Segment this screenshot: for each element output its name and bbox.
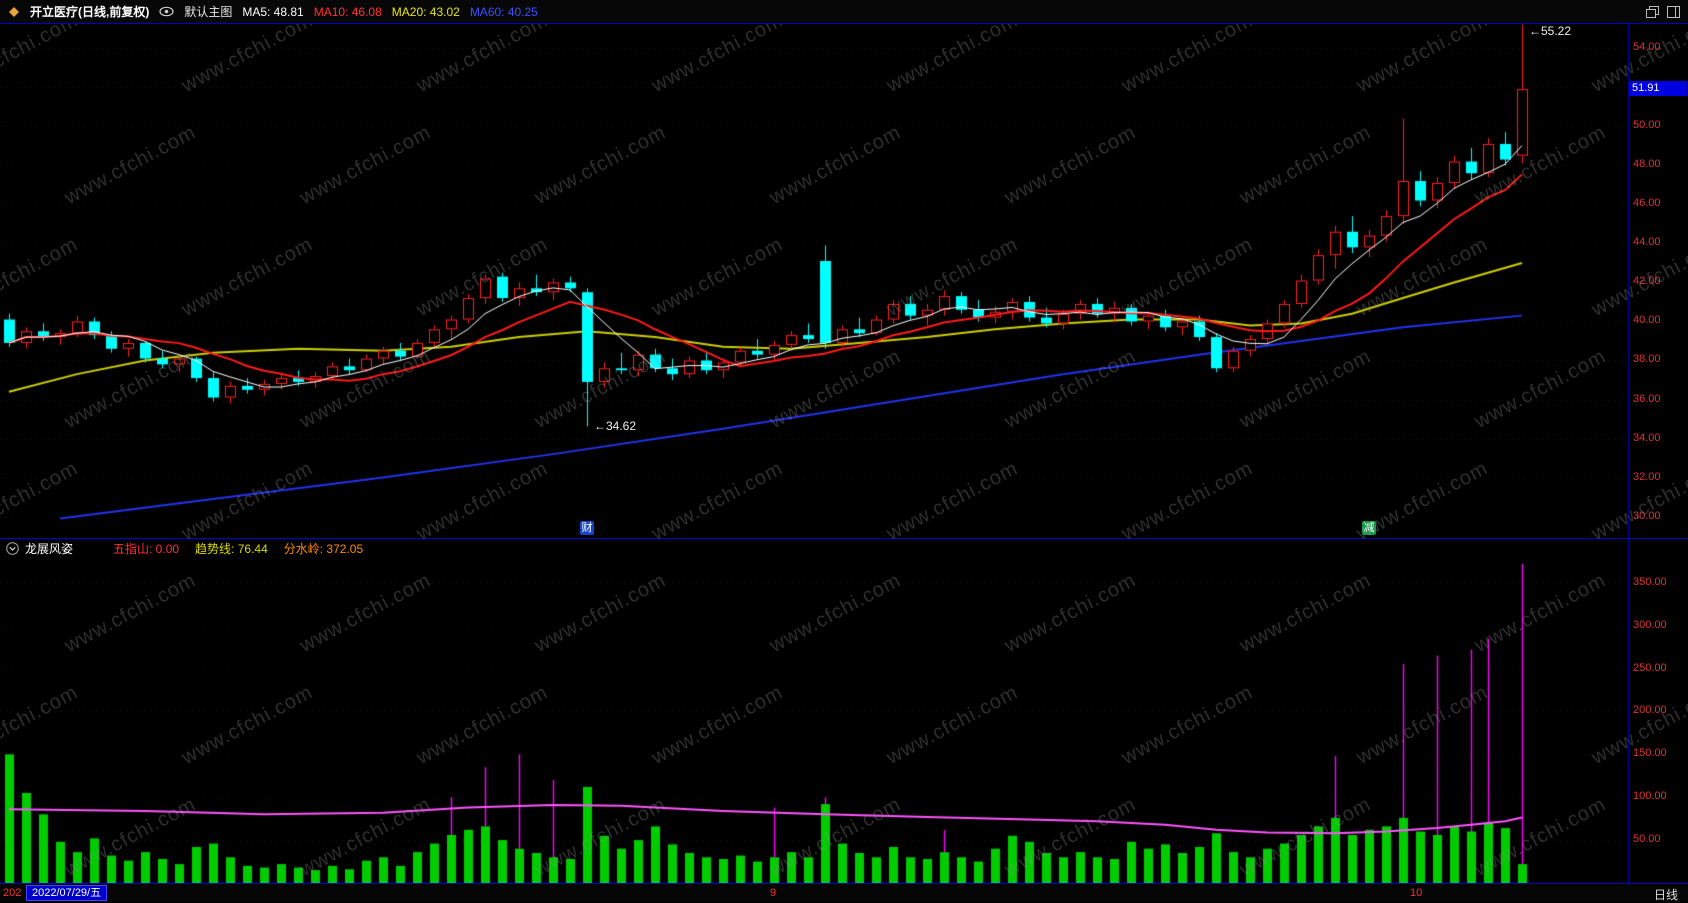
chart-title: 开立医疗(日线,前复权) xyxy=(30,5,150,19)
indicator-tick-label: 150.00 xyxy=(1633,747,1667,760)
main-chart-panel: 54.0052.0050.0048.0046.0044.0042.0040.00… xyxy=(0,24,1688,539)
price-tick-label: 50.00 xyxy=(1633,119,1661,132)
ma60-value: MA60: 40.25 xyxy=(469,4,538,19)
status-bar: 202 2022/07/29/五 9 10 日线 xyxy=(0,883,1688,902)
app-icon xyxy=(9,6,19,17)
eye-icon[interactable] xyxy=(159,6,174,17)
ma10-value: MA10: 46.08 xyxy=(313,4,382,19)
month-marker: 10 xyxy=(1410,887,1423,899)
price-tick-label: 46.00 xyxy=(1633,197,1661,210)
split-view-icon[interactable] xyxy=(1667,5,1680,18)
indicator-tick-label: 300.00 xyxy=(1633,618,1667,631)
indicator-axis: 350.00 300.00 250.00 200.00 150.00 100.00 50.0… xyxy=(1628,557,1688,883)
event-marker-cai[interactable]: 财 xyxy=(580,521,594,535)
indicator-tick-label: 100.00 xyxy=(1633,790,1667,803)
price-tick-label: 30.00 xyxy=(1633,509,1661,522)
collapse-icon[interactable] xyxy=(6,541,19,555)
price-tick-label: 54.00 xyxy=(1633,41,1661,54)
price-tick-label: 32.00 xyxy=(1633,470,1661,483)
indicator-chart-canvas[interactable] xyxy=(0,557,1628,883)
low-annotation: ←34.62 xyxy=(594,419,637,434)
first-date-box: 2022/07/29/五 xyxy=(26,885,108,901)
indicator-tick-label: 50.00 xyxy=(1633,833,1661,846)
price-tick-label: 44.00 xyxy=(1633,236,1661,249)
wuzhishan-value: 五指山: 0.00 xyxy=(113,541,180,556)
main-view-label[interactable]: 默认主图 xyxy=(184,5,233,19)
candlestick-chart-canvas[interactable] xyxy=(0,24,1628,538)
restore-window-icon[interactable] xyxy=(1646,5,1659,18)
price-tick-label: 38.00 xyxy=(1633,353,1661,366)
high-annotation: ←55.22 xyxy=(1529,24,1572,38)
clipped-date-text: 202 xyxy=(3,887,22,899)
indicator-panel: 350.00 300.00 250.00 200.00 150.00 100.00 50.0… xyxy=(0,557,1688,883)
event-marker-jian[interactable]: 减 xyxy=(1362,521,1376,535)
qushixian-value: 趋势线: 76.44 xyxy=(195,541,268,556)
indicator-tick-label: 200.00 xyxy=(1633,704,1667,717)
price-tick-label: 48.00 xyxy=(1633,158,1661,171)
indicator-tick-label: 250.00 xyxy=(1633,661,1667,674)
last-price-tag: 51.91 xyxy=(1629,81,1687,97)
price-tick-label: 34.00 xyxy=(1633,431,1661,444)
price-tick-label: 36.00 xyxy=(1633,392,1661,405)
fenshuiling-value: 分水岭: 372.05 xyxy=(283,541,364,556)
price-tick-label: 40.00 xyxy=(1633,314,1661,327)
ma5-value: MA5: 48.81 xyxy=(242,4,304,19)
indicator-tick-label: 350.00 xyxy=(1633,575,1667,588)
header-bar: 开立医疗(日线,前复权) 默认主图 MA5: 48.81 MA10: 46.08… xyxy=(0,0,1688,24)
indicator-name[interactable]: 龙展风姿 xyxy=(25,541,74,556)
ma20-value: MA20: 43.02 xyxy=(391,4,460,19)
month-marker: 9 xyxy=(770,887,777,899)
indicator-header: 龙展风姿 五指山: 0.00 趋势线: 76.44 分水岭: 372.05 xyxy=(0,539,1688,557)
axis-separator xyxy=(1628,24,1629,883)
period-label[interactable]: 日线 xyxy=(1653,888,1678,902)
price-tick-label: 42.00 xyxy=(1633,275,1661,288)
price-axis: 54.0052.0050.0048.0046.0044.0042.0040.00… xyxy=(1628,24,1688,538)
